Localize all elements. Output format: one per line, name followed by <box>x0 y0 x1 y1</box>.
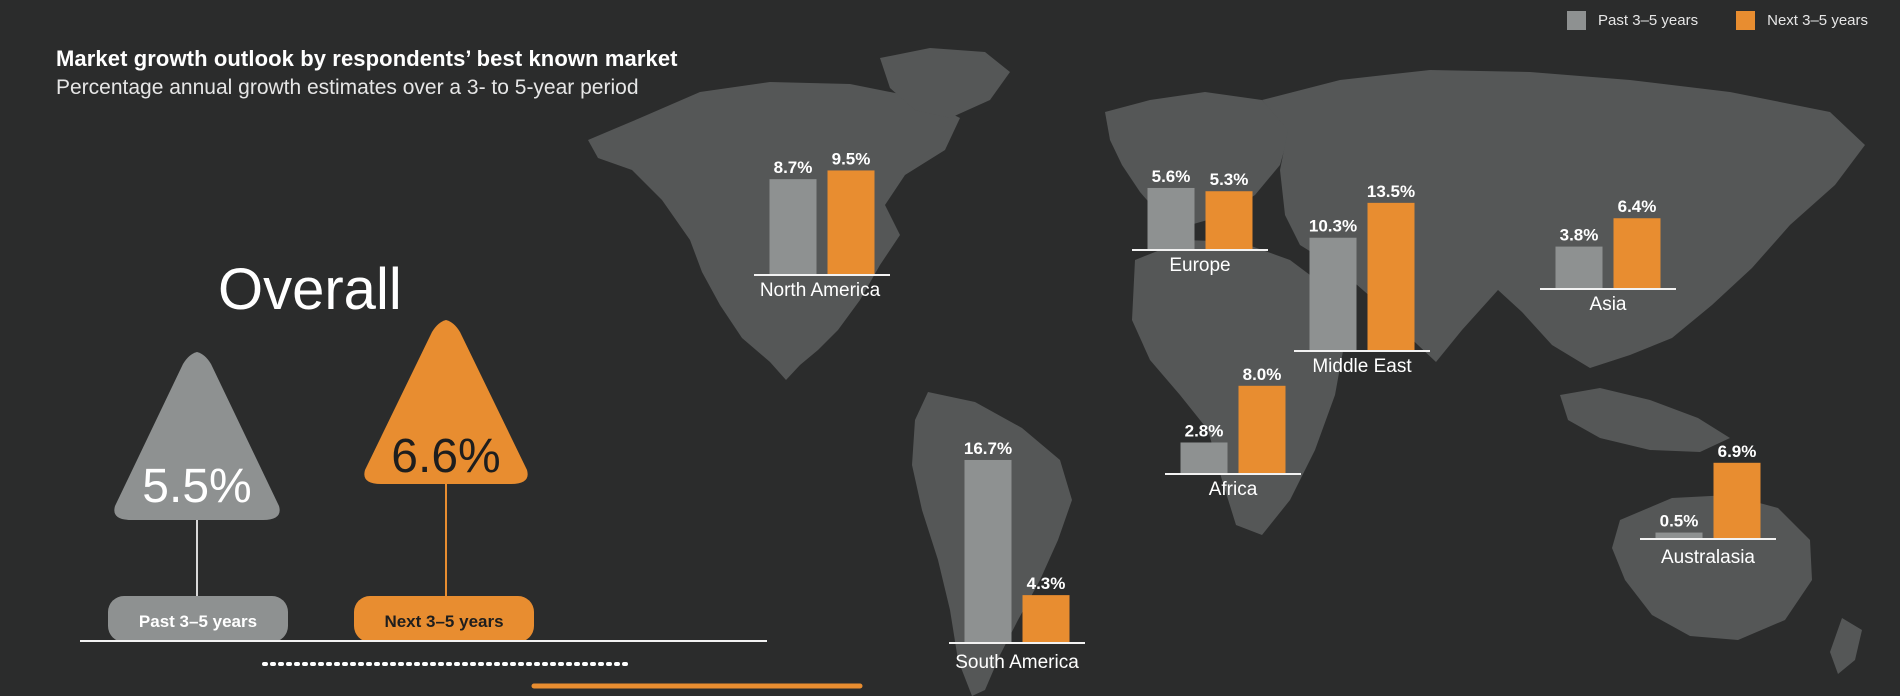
bar-asia-past <box>1555 246 1603 288</box>
bar-asia-next <box>1613 218 1661 288</box>
bar-south-america-past <box>964 459 1012 642</box>
bar-south-america-next <box>1022 595 1070 642</box>
bar-australasia-next <box>1713 462 1761 538</box>
bar-middle-east-past <box>1309 237 1357 350</box>
data-label-europe-past: 5.6% <box>1152 167 1191 186</box>
data-label-south-america-past: 16.7% <box>964 439 1012 458</box>
legend-label-past: Past 3–5 years <box>1598 12 1699 29</box>
data-label-middle-east-next: 13.5% <box>1367 182 1415 201</box>
region-group-africa: 2.8% 8.0% Africa <box>1165 365 1301 500</box>
data-label-africa-next: 8.0% <box>1243 365 1282 384</box>
continent-greenland <box>880 48 1010 118</box>
region-group-europe: 5.6% 5.3% Europe <box>1132 167 1268 276</box>
chart-subtitle: Percentage annual growth estimates over … <box>56 76 639 99</box>
overall-past-triangle <box>114 352 280 520</box>
data-label-middle-east-past: 10.3% <box>1309 217 1357 236</box>
bar-africa-next <box>1238 385 1286 473</box>
category-label-south-america: South America <box>955 652 1079 673</box>
continent-new-zealand <box>1830 618 1862 674</box>
bar-europe-past <box>1147 187 1195 249</box>
legend: Past 3–5 years Next 3–5 years <box>1529 11 1868 30</box>
category-label-europe: Europe <box>1169 255 1230 276</box>
overall-next-tag-label: Next 3–5 years <box>384 612 503 631</box>
category-label-africa: Africa <box>1209 479 1258 500</box>
legend-item-past: Past 3–5 years <box>1567 11 1698 30</box>
overall-past-tag <box>108 596 288 642</box>
overall-next-tag <box>354 596 534 642</box>
category-label-australasia: Australasia <box>1661 547 1755 568</box>
legend-item-next: Next 3–5 years <box>1736 11 1868 30</box>
bar-europe-next <box>1205 191 1253 249</box>
bar-north-america-next <box>827 170 875 274</box>
legend-swatch-past <box>1567 11 1587 30</box>
data-label-asia-past: 3.8% <box>1560 226 1599 245</box>
data-label-asia-next: 6.4% <box>1618 197 1657 216</box>
data-label-africa-past: 2.8% <box>1185 421 1224 440</box>
data-label-australasia-past: 0.5% <box>1660 512 1699 531</box>
region-group-asia: 3.8% 6.4% Asia <box>1540 197 1676 315</box>
region-group-south-america: 16.7% 4.3% South America <box>949 439 1085 673</box>
legend-label-next: Next 3–5 years <box>1767 12 1868 29</box>
bar-africa-past <box>1180 442 1228 473</box>
region-group-middle-east: 10.3% 13.5% Middle East <box>1294 182 1430 377</box>
continent-southeast-asia <box>1560 388 1730 452</box>
overall-next-triangle <box>364 320 528 484</box>
continent-australia <box>1612 495 1812 640</box>
bar-australasia-past <box>1655 532 1703 538</box>
category-label-middle-east: Middle East <box>1312 356 1412 377</box>
data-label-australasia-next: 6.9% <box>1718 442 1757 461</box>
data-label-north-america-next: 9.5% <box>832 149 871 168</box>
data-label-europe-next: 5.3% <box>1210 170 1249 189</box>
data-label-north-america-past: 8.7% <box>774 158 813 177</box>
overall-next-value: 6.6% <box>391 430 500 483</box>
category-label-north-america: North America <box>760 280 881 301</box>
legend-swatch-next <box>1736 11 1756 30</box>
overall-past-tag-label: Past 3–5 years <box>139 612 257 631</box>
region-group-australasia: 0.5% 6.9% Australasia <box>1640 442 1776 568</box>
bar-north-america-past <box>769 179 817 274</box>
chart-title: Market growth outlook by respondents’ be… <box>56 46 678 71</box>
overall-past-value: 5.5% <box>142 460 251 513</box>
bar-middle-east-next <box>1367 202 1415 350</box>
data-label-south-america-next: 4.3% <box>1027 574 1066 593</box>
region-group-north-america: 8.7% 9.5% North America <box>754 149 890 301</box>
category-label-asia: Asia <box>1590 294 1627 315</box>
overall-heading: Overall <box>218 257 402 322</box>
title-block: Market growth outlook by respondents’ be… <box>56 46 678 100</box>
